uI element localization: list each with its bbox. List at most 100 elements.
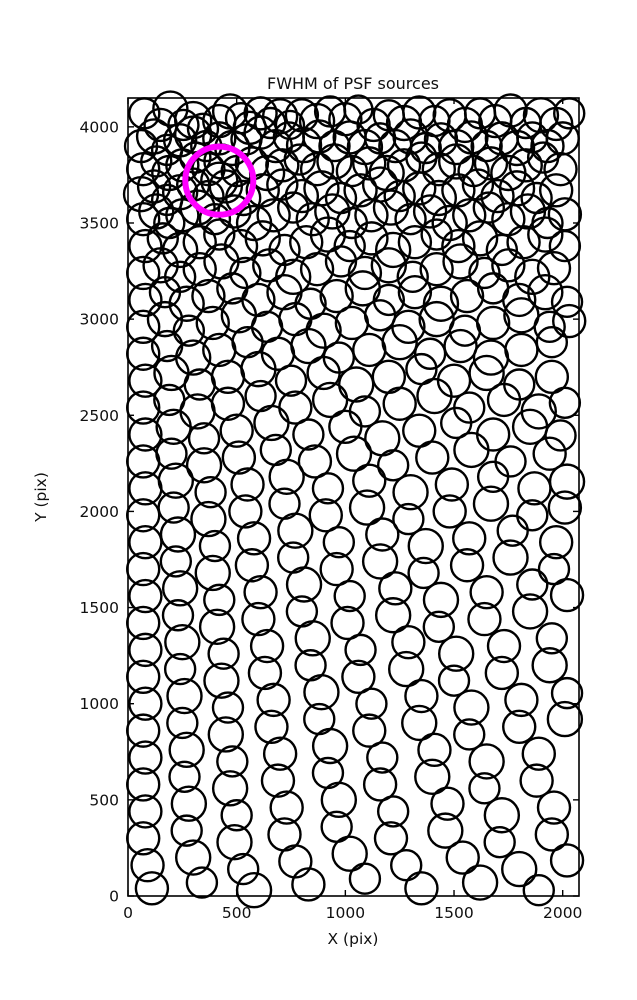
source-marker xyxy=(187,422,221,455)
source-marker xyxy=(352,713,387,748)
source-marker xyxy=(274,364,308,397)
selected-source-highlight[interactable] xyxy=(182,143,257,218)
source-marker xyxy=(404,871,439,906)
source-marker xyxy=(544,419,577,452)
source-marker xyxy=(128,282,163,318)
source-marker xyxy=(535,326,569,359)
source-marker xyxy=(128,228,163,264)
source-marker xyxy=(128,417,163,452)
source-marker xyxy=(333,229,366,263)
source-marker xyxy=(295,201,330,237)
source-marker xyxy=(234,548,270,583)
source-marker xyxy=(217,194,252,229)
source-marker xyxy=(432,494,467,529)
source-marker xyxy=(504,682,539,718)
source-marker xyxy=(475,305,511,341)
source-marker xyxy=(136,169,172,204)
source-marker xyxy=(170,785,208,822)
source-marker xyxy=(498,129,536,167)
source-marker xyxy=(252,248,287,283)
source-marker xyxy=(166,706,199,740)
source-marker xyxy=(202,121,237,156)
source-marker xyxy=(161,599,195,632)
source-marker xyxy=(516,568,549,601)
source-marker xyxy=(531,647,568,684)
source-marker xyxy=(397,275,433,310)
y-tick-label: 1000 xyxy=(80,695,119,713)
source-marker xyxy=(354,198,389,233)
source-marker xyxy=(285,126,323,164)
x-tick-label: 0 xyxy=(123,904,133,922)
source-marker xyxy=(467,601,502,637)
source-marker xyxy=(533,310,566,344)
source-marker xyxy=(468,772,501,805)
source-marker xyxy=(404,678,439,714)
source-marker xyxy=(438,143,475,180)
source-marker xyxy=(486,628,522,664)
source-marker xyxy=(179,141,212,174)
source-marker xyxy=(161,570,199,607)
y-tick-label: 0 xyxy=(109,888,119,906)
source-marker xyxy=(492,539,529,576)
source-marker xyxy=(142,247,179,284)
source-marker xyxy=(276,191,310,224)
source-marker xyxy=(308,498,343,533)
source-marker xyxy=(322,525,356,559)
source-marker xyxy=(256,682,291,718)
source-marker xyxy=(245,173,280,208)
source-marker xyxy=(437,664,471,697)
source-marker xyxy=(210,386,246,421)
source-marker xyxy=(534,359,570,395)
source-marker xyxy=(306,355,341,391)
source-marker xyxy=(483,825,516,859)
source-marker xyxy=(211,691,245,724)
source-marker xyxy=(502,282,537,318)
source-marker xyxy=(330,605,365,641)
source-marker xyxy=(152,90,189,127)
source-marker xyxy=(374,231,412,269)
source-marker xyxy=(441,228,476,264)
source-marker xyxy=(185,866,219,899)
source-marker xyxy=(226,852,260,886)
y-axis-ticks: 0 500 1000 1500 2000 2500 3000 3500 4000 xyxy=(80,118,579,906)
source-marker xyxy=(140,145,173,178)
source-marker xyxy=(319,551,354,587)
source-marker xyxy=(484,655,520,691)
source-marker xyxy=(509,193,547,230)
source-marker xyxy=(438,635,475,672)
source-marker xyxy=(311,381,349,419)
source-marker xyxy=(355,687,388,720)
source-marker xyxy=(372,283,406,317)
plot-title: FWHM of PSF sources xyxy=(267,74,439,93)
source-marker xyxy=(207,637,240,670)
source-marker xyxy=(348,489,386,526)
source-marker xyxy=(168,731,205,769)
source-marker xyxy=(543,151,578,187)
y-tick-label: 4000 xyxy=(80,118,119,136)
source-marker xyxy=(303,673,340,711)
source-marker xyxy=(383,179,416,213)
source-marker xyxy=(311,727,349,765)
highlight-marker[interactable] xyxy=(182,143,257,218)
source-marker xyxy=(344,633,377,667)
source-marker xyxy=(397,225,433,260)
x-axis-label: X (pix) xyxy=(328,930,379,948)
source-marker xyxy=(550,285,584,319)
source-marker xyxy=(328,409,363,445)
source-marker xyxy=(468,354,505,392)
source-marker xyxy=(548,386,582,419)
source-marker xyxy=(128,578,163,614)
source-marker xyxy=(207,716,245,753)
source-marker xyxy=(211,770,249,807)
source-marker xyxy=(370,247,408,284)
source-marker xyxy=(538,173,574,208)
source-marker xyxy=(198,202,232,236)
source-marker xyxy=(223,228,259,264)
source-marker xyxy=(166,677,203,715)
source-marker xyxy=(292,418,325,451)
source-marker xyxy=(146,300,184,338)
source-marker xyxy=(278,844,313,879)
source-marker xyxy=(373,821,409,856)
source-marker xyxy=(522,874,555,907)
